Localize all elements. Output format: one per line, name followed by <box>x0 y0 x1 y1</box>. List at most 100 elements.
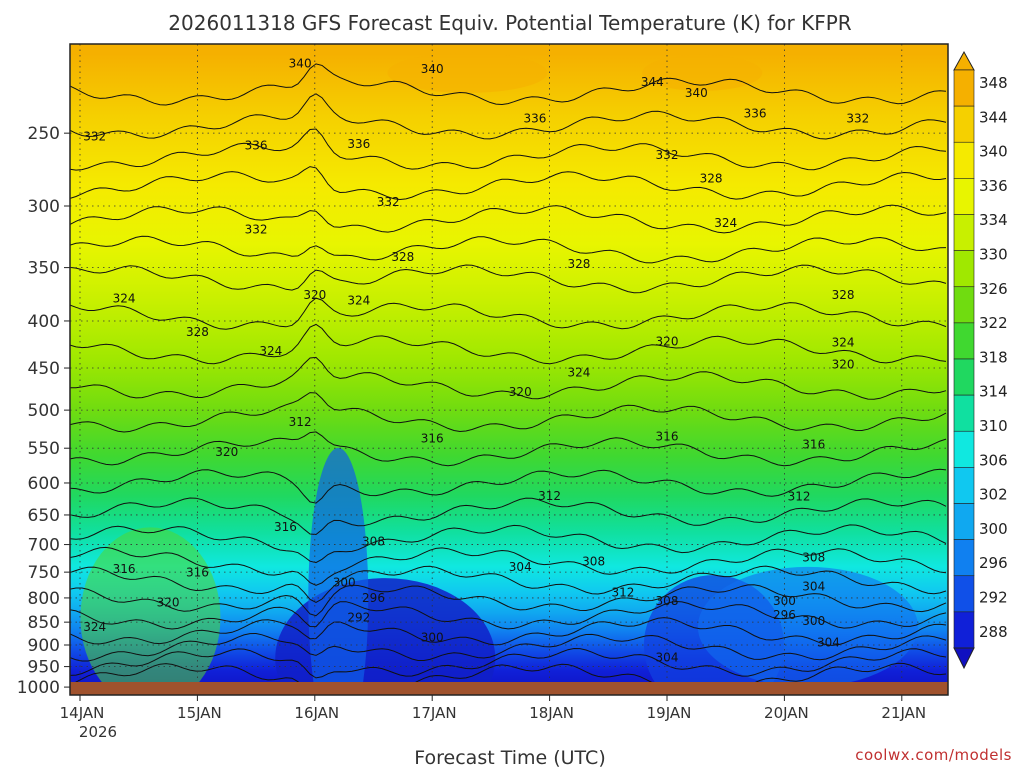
colorbar-swatch <box>953 358 975 396</box>
x-axis: 14JAN 15JAN 16JAN 17JAN 18JAN 19JAN 20JAN 21JAN <box>60 695 926 722</box>
warm-blob <box>80 527 221 695</box>
colorbar-label: 330 <box>979 246 1008 264</box>
contour-label: 292 <box>347 610 370 624</box>
contour-label: 324 <box>567 365 590 379</box>
y-tick-label: 500 <box>28 401 60 421</box>
contour-line <box>70 632 947 662</box>
contour-line <box>70 297 947 330</box>
colorbar-swatch <box>953 539 975 577</box>
colorbar-swatch <box>953 178 975 215</box>
terrain-band <box>70 682 948 695</box>
x-tick-label: 15JAN <box>177 704 222 722</box>
cold-blob <box>697 566 918 687</box>
contour-label: 304 <box>817 635 840 649</box>
contour-label: 304 <box>509 560 532 574</box>
contour-line <box>70 617 947 646</box>
x-tick-label: 14JAN <box>60 704 105 722</box>
contour-line <box>70 323 947 365</box>
colorbar-label: 334 <box>979 211 1008 229</box>
contour-label: 328 <box>700 171 723 185</box>
colorbar-label: 318 <box>979 348 1008 366</box>
grid-lines <box>70 44 948 695</box>
credit-text: coolwx.com/models <box>855 746 1012 764</box>
y-tick-label: 300 <box>28 197 60 217</box>
contour-label: 320 <box>509 385 532 399</box>
y-tick-label: 900 <box>28 636 60 656</box>
colorbar-swatch <box>953 105 975 143</box>
contour-label: 320 <box>303 288 326 302</box>
contour-label: 332 <box>656 148 679 162</box>
colorbar-label: 344 <box>979 108 1008 126</box>
contour-line <box>70 128 947 171</box>
x-axis-label: Forecast Time (UTC) <box>414 747 605 768</box>
contour-label: 324 <box>714 216 737 230</box>
contour-label: 308 <box>582 554 605 568</box>
contour-line <box>70 166 947 201</box>
colorbar-label: 310 <box>979 417 1008 435</box>
colorbar-swatch <box>953 322 975 360</box>
contour-label: 332 <box>377 195 400 209</box>
contour-label: 316 <box>802 438 825 452</box>
x-tick-label: 16JAN <box>294 704 339 722</box>
contour-label: 300 <box>421 630 444 644</box>
contour-label: 316 <box>113 562 136 576</box>
contour-line <box>70 647 947 679</box>
contour-label: 316 <box>186 566 209 580</box>
contour-label: 320 <box>656 334 679 348</box>
colorbar-swatch <box>953 430 975 468</box>
contour-label: 300 <box>802 614 825 628</box>
x-year-label: 2026 <box>79 723 117 741</box>
colorbar-swatch <box>953 69 975 107</box>
y-tick-label: 450 <box>28 359 60 379</box>
contour-label: 324 <box>113 291 136 305</box>
contour-label: 304 <box>656 651 679 665</box>
contour-label: 296 <box>773 608 796 622</box>
contour-label: 344 <box>641 75 664 89</box>
contour-label: 332 <box>245 222 268 236</box>
contour-label: 312 <box>612 585 635 599</box>
y-tick-label: 250 <box>28 124 60 144</box>
colorbar-top-arrow <box>953 50 975 71</box>
y-tick-label: 400 <box>28 312 60 332</box>
colorbar-swatch <box>953 214 975 251</box>
colorbar-label: 296 <box>979 554 1008 572</box>
contour-label: 324 <box>259 344 282 358</box>
colorbar-swatch <box>953 467 975 504</box>
contour-label: 308 <box>802 550 825 564</box>
colorbar-label: 302 <box>979 486 1008 504</box>
colorbar-swatch <box>953 611 975 649</box>
contour-label: 328 <box>186 325 209 339</box>
y-tick-label: 950 <box>28 658 60 678</box>
contour-label: 340 <box>289 56 312 70</box>
colorbar-label: 336 <box>979 177 1008 195</box>
contour-label: 336 <box>347 137 370 151</box>
contour-label: 320 <box>215 445 238 459</box>
contour-label: 340 <box>685 86 708 100</box>
contour-line <box>70 93 947 140</box>
colorbar-swatch <box>953 575 975 613</box>
contour-label: 336 <box>523 112 546 126</box>
contour-label: 320 <box>832 357 855 371</box>
contour-label: 312 <box>538 489 561 503</box>
contour-line <box>70 497 947 536</box>
colorbar-swatch <box>953 394 975 432</box>
contour-line <box>70 662 947 695</box>
y-tick-label: 750 <box>28 563 60 583</box>
colorbar: 348 344 340 336 334 330 326 322 318 314 310 306 302 3… <box>953 50 1008 670</box>
colorbar-label: 288 <box>979 623 1008 641</box>
cold-blob <box>308 447 369 695</box>
colorbar-label: 322 <box>979 314 1008 332</box>
contour-label: 328 <box>391 250 414 264</box>
contour-label: 336 <box>245 139 268 153</box>
contour-label: 308 <box>362 535 385 549</box>
warm-blob <box>642 54 763 91</box>
y-tick-label: 350 <box>28 259 60 279</box>
contour-label: 320 <box>157 595 180 609</box>
colorbar-label: 340 <box>979 143 1008 161</box>
x-tick-label: 21JAN <box>881 704 926 722</box>
plot-frame <box>69 43 949 696</box>
contour-labels: 340 340 344 340 336 336 332 332 336 336 332 328 332 3… <box>83 56 869 664</box>
contour-line <box>70 468 947 504</box>
colorbar-label: 292 <box>979 589 1008 607</box>
